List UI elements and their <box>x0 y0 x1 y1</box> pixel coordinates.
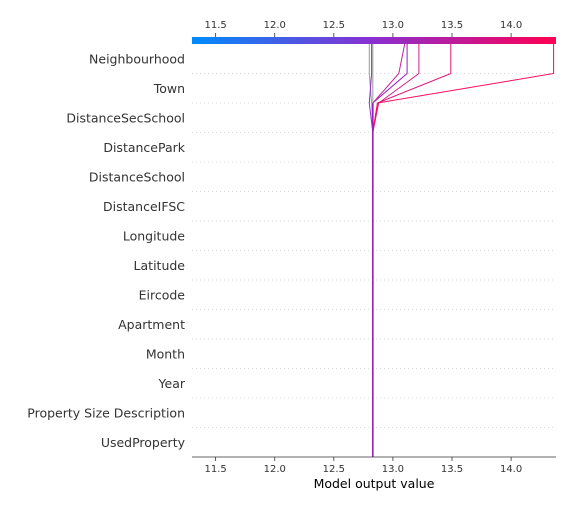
bottom-tick-label: 11.5 <box>205 464 227 475</box>
top-tick-label: 11.5 <box>205 20 227 31</box>
top-tick-label: 13.5 <box>441 20 463 31</box>
feature-label: UsedProperty <box>101 435 186 450</box>
top-tick-label: 12.5 <box>323 20 345 31</box>
feature-labels: UsedProperty Property Size Description Yea… <box>27 51 186 450</box>
top-axis: 11.5 12.0 12.5 13.0 13.5 14.0 <box>205 20 522 37</box>
grid-lines <box>192 73 556 428</box>
bottom-tick-label: 13.5 <box>441 464 463 475</box>
bottom-tick-label: 12.0 <box>264 464 286 475</box>
top-tick-label: 12.0 <box>264 20 286 31</box>
x-axis-label: Model output value <box>314 476 435 491</box>
bottom-tick-label: 14.0 <box>500 464 522 475</box>
feature-label: DistanceSchool <box>89 169 185 184</box>
color-bar <box>192 37 556 44</box>
feature-label: Property Size Description <box>27 405 185 420</box>
bottom-axis: 11.5 12.0 12.5 13.0 13.5 14.0 <box>205 457 522 475</box>
feature-label: Month <box>146 346 185 361</box>
decision-line <box>372 44 555 457</box>
top-tick-label: 14.0 <box>500 20 522 31</box>
feature-label: Eircode <box>139 287 186 302</box>
top-tick-label: 13.0 <box>382 20 404 31</box>
feature-label: DistancePark <box>103 140 185 155</box>
feature-label: Year <box>158 376 186 391</box>
feature-label: DistanceSecSchool <box>66 110 185 125</box>
feature-label: Neighbourhood <box>89 51 185 66</box>
decision-line <box>372 44 420 457</box>
feature-label: Longitude <box>123 228 185 243</box>
feature-label: Town <box>153 81 185 96</box>
bottom-tick-label: 12.5 <box>323 464 345 475</box>
feature-label: Latitude <box>134 258 186 273</box>
bottom-tick-label: 13.0 <box>382 464 404 475</box>
feature-label: Apartment <box>118 317 185 332</box>
feature-label: DistanceIFSC <box>103 199 185 214</box>
